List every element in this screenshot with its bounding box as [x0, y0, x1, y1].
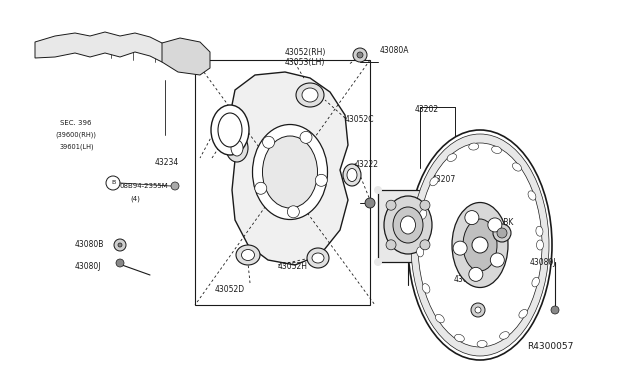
- Text: 08B94-2355M: 08B94-2355M: [120, 183, 169, 189]
- Ellipse shape: [408, 130, 552, 360]
- Ellipse shape: [384, 196, 432, 254]
- Circle shape: [420, 200, 430, 210]
- Circle shape: [493, 224, 511, 242]
- Ellipse shape: [302, 88, 318, 102]
- Ellipse shape: [513, 163, 522, 171]
- Ellipse shape: [253, 125, 328, 219]
- Ellipse shape: [477, 340, 487, 347]
- Ellipse shape: [536, 240, 543, 250]
- Circle shape: [365, 198, 375, 208]
- Circle shape: [374, 186, 382, 194]
- Circle shape: [469, 267, 483, 281]
- Circle shape: [420, 240, 430, 250]
- Ellipse shape: [347, 169, 357, 182]
- Ellipse shape: [454, 334, 465, 342]
- Circle shape: [357, 52, 363, 58]
- Text: 43207: 43207: [432, 175, 456, 184]
- Circle shape: [551, 306, 559, 314]
- Text: R4300057: R4300057: [527, 342, 573, 351]
- Text: B: B: [111, 180, 115, 186]
- Ellipse shape: [211, 105, 249, 155]
- Circle shape: [118, 243, 122, 247]
- Text: 43052(RH): 43052(RH): [285, 48, 326, 57]
- Ellipse shape: [262, 136, 317, 208]
- Polygon shape: [35, 32, 170, 62]
- Circle shape: [300, 131, 312, 143]
- Text: 43234: 43234: [155, 158, 179, 167]
- Ellipse shape: [422, 284, 430, 293]
- Circle shape: [472, 237, 488, 253]
- Circle shape: [374, 258, 382, 266]
- Circle shape: [471, 303, 485, 317]
- Ellipse shape: [241, 250, 255, 260]
- Circle shape: [386, 240, 396, 250]
- Ellipse shape: [519, 310, 527, 318]
- Text: (4): (4): [130, 196, 140, 202]
- Ellipse shape: [532, 277, 540, 287]
- Circle shape: [386, 200, 396, 210]
- Ellipse shape: [296, 83, 324, 107]
- Ellipse shape: [393, 207, 423, 243]
- Ellipse shape: [536, 226, 543, 236]
- Ellipse shape: [411, 134, 549, 356]
- Ellipse shape: [307, 248, 329, 268]
- Bar: [378, 190, 438, 262]
- Text: 43222: 43222: [355, 160, 379, 169]
- Text: 43080J: 43080J: [530, 258, 557, 267]
- Text: 43052H: 43052H: [278, 262, 308, 271]
- Ellipse shape: [418, 143, 542, 347]
- Circle shape: [353, 48, 367, 62]
- Circle shape: [116, 259, 124, 267]
- Ellipse shape: [500, 332, 509, 339]
- Bar: [195, 60, 370, 305]
- Circle shape: [475, 307, 481, 313]
- Circle shape: [316, 174, 327, 186]
- Ellipse shape: [226, 134, 248, 162]
- Ellipse shape: [236, 245, 260, 265]
- Text: 43080B: 43080B: [75, 240, 104, 249]
- Ellipse shape: [492, 146, 502, 154]
- Ellipse shape: [452, 202, 508, 288]
- Text: 39601(LH): 39601(LH): [60, 143, 95, 150]
- Ellipse shape: [343, 164, 361, 186]
- Text: (39600(RH)): (39600(RH)): [55, 132, 96, 138]
- Circle shape: [262, 136, 275, 148]
- Ellipse shape: [401, 216, 415, 234]
- Ellipse shape: [468, 143, 479, 150]
- Text: 43080A: 43080A: [380, 46, 410, 55]
- Text: SEC. 396: SEC. 396: [60, 120, 92, 126]
- Ellipse shape: [435, 314, 444, 323]
- Circle shape: [488, 218, 502, 232]
- Text: 43080J: 43080J: [75, 262, 102, 271]
- Text: 43052C: 43052C: [345, 115, 374, 124]
- Text: 43202: 43202: [415, 105, 439, 114]
- Ellipse shape: [218, 113, 242, 147]
- Polygon shape: [228, 72, 348, 265]
- Circle shape: [453, 241, 467, 255]
- Text: 43053(LH): 43053(LH): [285, 58, 325, 67]
- Ellipse shape: [463, 219, 497, 271]
- Text: 44098BK: 44098BK: [480, 218, 515, 227]
- Circle shape: [114, 239, 126, 251]
- Circle shape: [287, 206, 300, 218]
- Circle shape: [171, 182, 179, 190]
- Circle shape: [497, 228, 507, 238]
- Ellipse shape: [419, 209, 427, 219]
- Ellipse shape: [430, 177, 438, 186]
- Ellipse shape: [312, 253, 324, 263]
- Ellipse shape: [447, 154, 456, 161]
- Text: 43084: 43084: [454, 275, 478, 284]
- Polygon shape: [162, 38, 210, 75]
- Ellipse shape: [231, 140, 243, 156]
- Circle shape: [490, 253, 504, 267]
- Circle shape: [255, 182, 267, 194]
- Circle shape: [434, 258, 442, 266]
- Ellipse shape: [528, 191, 536, 200]
- Text: 43052D: 43052D: [215, 285, 245, 294]
- Circle shape: [465, 211, 479, 225]
- Circle shape: [434, 186, 442, 194]
- Ellipse shape: [417, 247, 424, 257]
